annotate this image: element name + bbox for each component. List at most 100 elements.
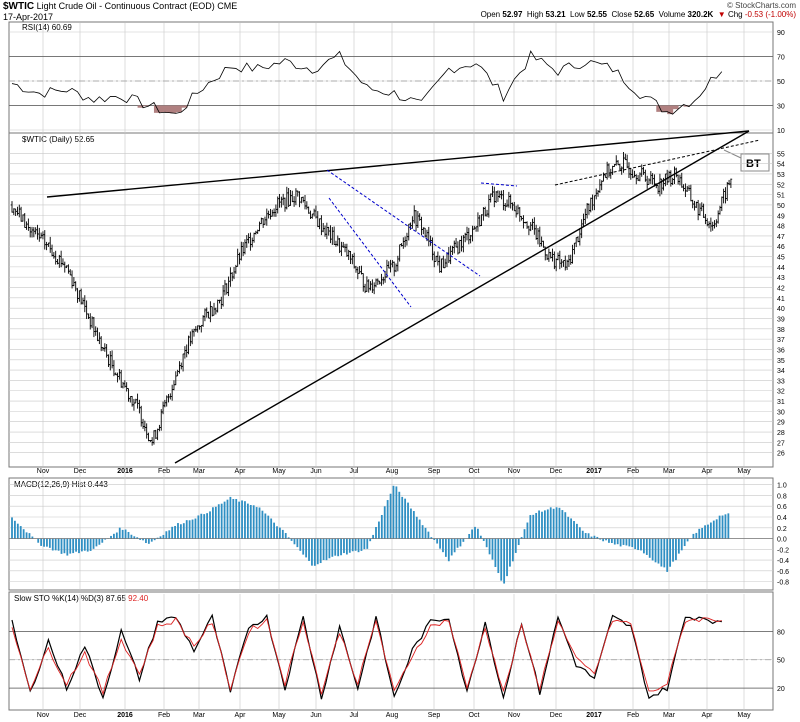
price-bar [682,184,685,192]
price-bar [27,218,30,231]
symbol: $WTIC [3,1,35,12]
rsi-oversold-fill [170,105,177,114]
price-bar [305,201,309,210]
macd-hist-bar [37,538,40,543]
price-bar [407,223,411,241]
macd-hist-bar [488,538,491,555]
price-bar [19,206,23,222]
price-bar [329,225,332,244]
price-bar [518,207,522,222]
macd-hist-bar [313,538,316,566]
price-bar [301,196,305,203]
macd-hist-bar [605,538,607,541]
price-bar [187,335,190,355]
price-bar [405,232,409,246]
price-tick-label: 34 [777,368,785,375]
price-bar [172,380,176,391]
price-bar [108,351,112,371]
price-x-label: Feb [158,468,170,475]
macd-hist-bar [43,538,45,547]
grid-layer [9,23,773,710]
macd-hist-bar [485,538,488,548]
macd-hist-bar [57,538,60,551]
sto-x-label: Oct [469,712,480,719]
macd-hist-bar [514,538,517,553]
price-bar [391,260,394,268]
price-bar [536,228,540,245]
price-bar [236,248,239,267]
macd-hist-bar [695,532,698,539]
oct-small-dotted-line [480,182,518,187]
price-bar [287,188,290,208]
price-bar [611,165,614,175]
price-bar [290,190,294,203]
price-bar [371,279,374,293]
macd-tick-label: 1.0 [777,483,787,490]
price-bar [16,206,19,216]
sto-x-label: Nov [37,712,50,719]
macd-hist-bar [209,511,211,539]
price-bar [729,178,733,188]
macd-hist-bar [226,499,229,539]
macd-hist-bar [354,538,357,551]
sto-x-label: Feb [627,712,639,719]
macd-hist-bar [63,538,66,554]
price-tick-label: 55 [777,151,785,158]
price-tick-label: 46 [777,244,785,251]
macd-tick-label: -0.4 [777,558,789,565]
macd-hist-bar [203,514,206,539]
price-bar [170,384,174,401]
price-tick-label: 52 [777,182,785,189]
price-bar [238,252,241,265]
price-x-label: Mar [663,468,676,475]
macd-hist-bar [401,496,404,539]
price-bar [724,187,727,204]
macd-hist-bar [270,518,273,539]
price-bar [516,204,520,215]
macd-hist-bar [549,507,552,539]
macd-hist-bar [558,507,561,539]
price-bar [593,195,596,211]
price-tick-label: 32 [777,389,785,396]
price-bar [349,251,352,264]
price-bar [529,221,532,232]
macd-hist-bar [503,538,506,584]
bt-box [740,153,770,172]
price-tick-label: 38 [777,327,785,334]
macd-hist-bar [421,525,424,539]
macd-hist-bar [430,537,433,539]
price-bar [584,208,587,224]
price-bar [563,255,567,271]
price-bar [241,242,245,257]
macd-hist-bar [666,538,669,572]
macd-hist-bar [593,535,596,539]
price-bar [685,185,689,192]
price-bar [141,418,145,429]
price-x-label: Nov [508,468,521,475]
macd-hist-bar [715,519,718,539]
macd-hist-bar [637,538,639,551]
price-bar [594,188,598,200]
price-bar [303,195,307,210]
macd-hist-bar [506,538,508,577]
price-bar [387,261,391,269]
price-bar [14,208,17,217]
price-bar [431,237,434,261]
price-bar [336,235,340,247]
rsi-oversold-fill [181,105,188,108]
change-arrow-icon: ▼ [717,10,726,19]
sto-d-value: 92.40 [128,594,149,603]
price-bar [92,316,96,338]
macd-hist-bar [14,520,16,539]
sto-x-label: Apr [235,712,247,719]
macd-hist-bar [145,538,147,544]
low-value: 52.55 [586,10,607,19]
price-bar [534,224,538,240]
rsi-tick-label: 90 [777,30,785,37]
sto-legend: Slow STO %K(14) %D(3) 87.65 92.40 [14,594,149,603]
sto-x-label: Aug [386,712,399,719]
rsi-oversold-fill [164,105,171,113]
price-tick-label: 37 [777,337,785,344]
price-bar [452,240,456,254]
